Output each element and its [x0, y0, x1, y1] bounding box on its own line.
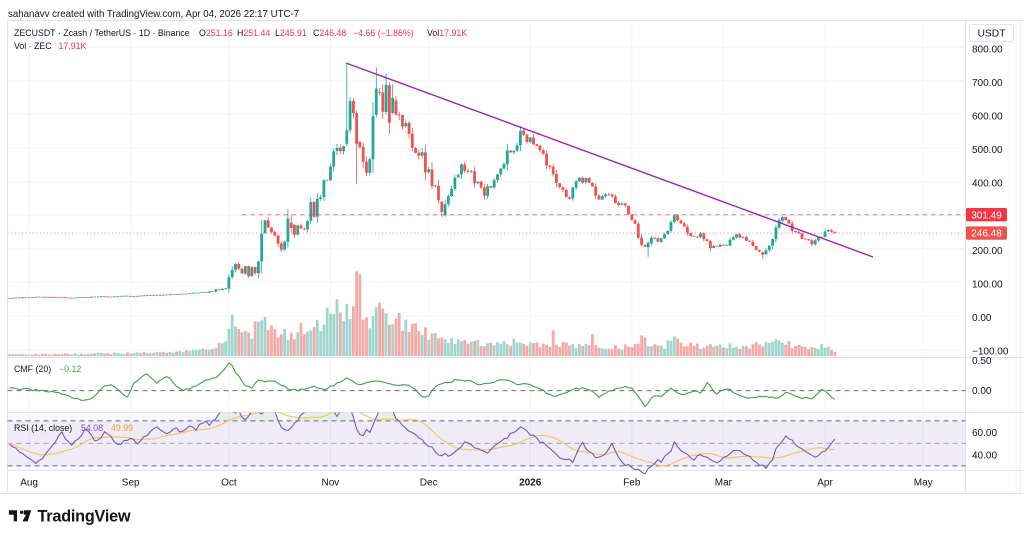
- svg-text:Feb: Feb: [623, 478, 641, 489]
- svg-text:600.00: 600.00: [972, 112, 1003, 123]
- svg-text:0.00: 0.00: [972, 386, 992, 397]
- svg-text:40.00: 40.00: [972, 450, 997, 461]
- svg-text:May: May: [914, 478, 933, 489]
- svg-text:2026: 2026: [519, 478, 542, 489]
- svg-text:USDT: USDT: [977, 29, 1006, 40]
- svg-text:0.50: 0.50: [972, 356, 992, 367]
- svg-text:Sep: Sep: [122, 478, 140, 489]
- svg-text:−100.00: −100.00: [972, 347, 1009, 358]
- svg-text:60.00: 60.00: [972, 428, 997, 439]
- svg-text:301.49: 301.49: [971, 210, 1002, 221]
- svg-text:800.00: 800.00: [972, 44, 1003, 55]
- svg-text:Aug: Aug: [20, 478, 38, 489]
- svg-text:Oct: Oct: [221, 478, 237, 489]
- svg-text:100.00: 100.00: [972, 280, 1003, 291]
- svg-text:0.00: 0.00: [972, 313, 992, 324]
- svg-text:Nov: Nov: [322, 478, 340, 489]
- svg-text:400.00: 400.00: [972, 179, 1003, 190]
- svg-text:200.00: 200.00: [972, 246, 1003, 257]
- svg-text:TradingView: TradingView: [38, 508, 131, 526]
- svg-text:Mar: Mar: [715, 478, 733, 489]
- svg-text:500.00: 500.00: [972, 145, 1003, 156]
- svg-text:Dec: Dec: [420, 478, 438, 489]
- svg-text:246.48: 246.48: [971, 229, 1002, 240]
- svg-text:700.00: 700.00: [972, 78, 1003, 89]
- svg-text:Apr: Apr: [817, 478, 833, 489]
